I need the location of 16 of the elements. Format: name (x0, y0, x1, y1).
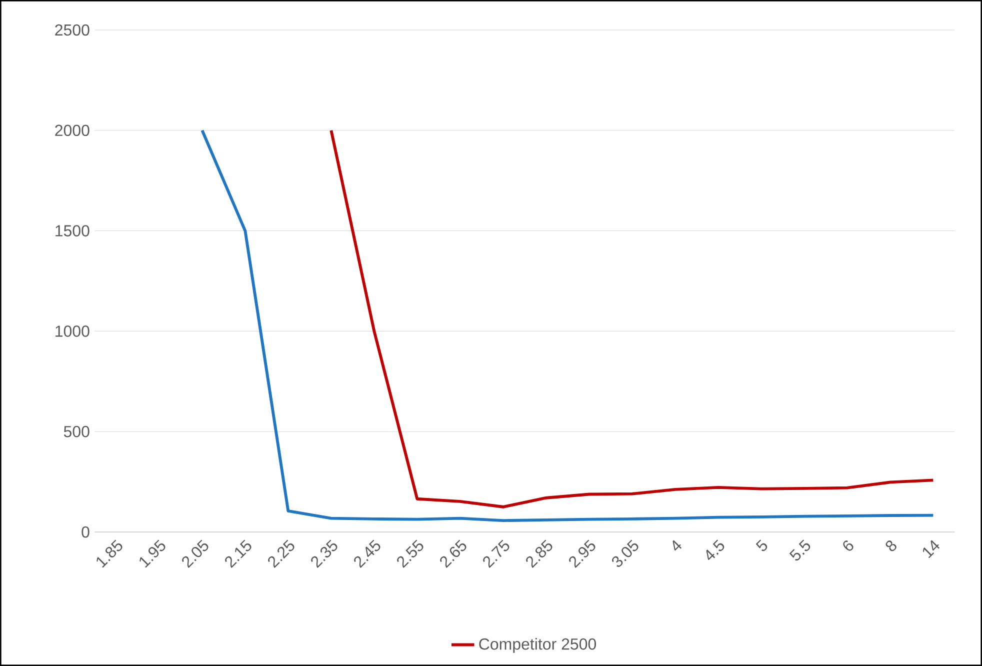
y-tick-label: 2500 (55, 24, 90, 36)
x-tick-label: 4 (672, 540, 682, 551)
x-tick-label: 8 (886, 540, 896, 552)
line-series (200, 128, 935, 522)
y-tick-label: 500 (64, 426, 90, 438)
y-tick-label: 2000 (55, 124, 90, 136)
y-tick-label: 1000 (56, 326, 90, 337)
line-series (330, 128, 935, 508)
y-tick-label: 1500 (56, 225, 90, 236)
legend-label: Competitor 2500 (479, 638, 596, 653)
y-tick-label: 0 (82, 526, 90, 538)
x-tick-label: 5.5 (789, 540, 810, 561)
x-tick-label: 5 (756, 540, 768, 552)
x-tick-label: 6 (843, 540, 854, 551)
x-tick-label: 4.5 (706, 540, 724, 560)
x-tick-label: 14 (922, 540, 940, 558)
